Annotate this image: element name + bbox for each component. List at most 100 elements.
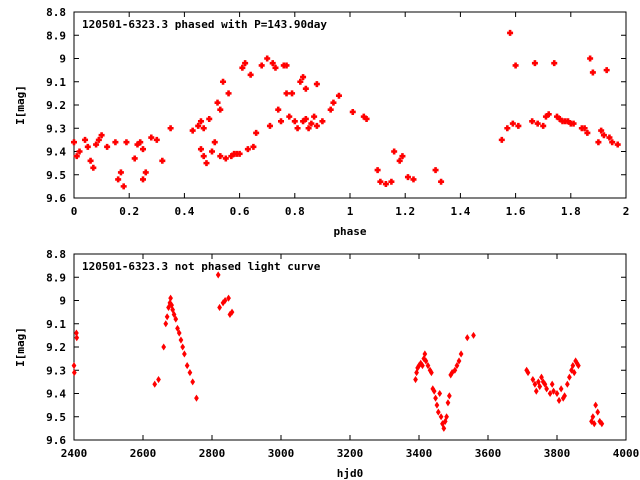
phased-data-point (297, 78, 304, 85)
phased-data-point (211, 139, 218, 146)
phased-data-point (203, 160, 210, 167)
phased-x-tick-label: 1 (347, 205, 354, 218)
phased-data-point (217, 106, 224, 113)
phased-x-tick-label: 0 (71, 205, 78, 218)
unphased-chart-title: 120501-6323.3 not phased light curve (82, 260, 321, 273)
unphased-data-point (164, 313, 170, 321)
phased-data-point (93, 141, 100, 148)
unphased-data-point (564, 380, 570, 388)
unphased-data-point (422, 350, 428, 358)
unphased-data-point (435, 408, 441, 416)
phased-data-point (239, 64, 246, 71)
phased-data-point (438, 178, 445, 185)
unphased-data-point (464, 334, 470, 342)
phased-data-point (209, 148, 215, 155)
phased-data-point (104, 143, 111, 150)
unphased-data-point (423, 357, 429, 365)
phased-data-point (98, 132, 105, 139)
phased-data-point (432, 167, 439, 174)
unphased-y-tick-label: 9.5 (46, 411, 66, 424)
unphased-data-point (156, 376, 161, 384)
phased-data-point (382, 181, 389, 188)
phased-data-point (269, 60, 276, 67)
phased-data-point (515, 122, 522, 129)
unphased-data-point (454, 362, 460, 370)
phased-data-points (71, 29, 621, 190)
phased-data-point (283, 62, 290, 69)
unphased-data-point (168, 294, 173, 302)
phased-data-point (140, 176, 146, 183)
phased-data-point (399, 153, 406, 160)
unphased-data-point (456, 357, 462, 365)
unphased-data-point (544, 385, 550, 393)
phased-data-point (363, 115, 370, 122)
phased-data-point (123, 139, 130, 146)
unphased-x-tick-label: 2400 (61, 447, 88, 460)
unphased-data-point (549, 380, 555, 388)
unphased-data-point (187, 369, 193, 377)
phased-data-point (159, 157, 166, 164)
phased-data-point (327, 106, 334, 113)
phased-y-tick-label: 9.6 (46, 192, 66, 205)
unphased-data-point (170, 306, 176, 314)
phased-data-point (302, 85, 309, 92)
phased-data-point (283, 90, 290, 97)
phased-data-point (275, 106, 282, 113)
phased-data-point (330, 99, 337, 106)
phased-data-point (300, 74, 307, 81)
phased-data-point (581, 125, 588, 132)
phased-data-point (606, 134, 613, 141)
unphased-data-point (567, 373, 572, 381)
phased-data-point (73, 153, 80, 160)
phased-data-point (200, 125, 207, 132)
unphased-x-tick-label: 3400 (406, 447, 433, 460)
phased-y-tick-label: 9.1 (46, 76, 66, 89)
phased-data-point (214, 99, 221, 106)
phased-data-point (189, 127, 196, 134)
unphased-y-tick-label: 9.3 (46, 364, 66, 377)
phased-data-point (308, 120, 315, 127)
phased-data-point (148, 134, 155, 141)
unphased-data-point (444, 413, 449, 421)
unphased-data-point (595, 408, 601, 416)
unphased-y-tick-label: 8.8 (46, 248, 66, 261)
unphased-x-tick-label: 3200 (337, 447, 364, 460)
unphased-y-tick-label: 8.9 (46, 271, 66, 284)
phased-data-point (197, 118, 204, 125)
unphased-x-tick-label: 2600 (130, 447, 157, 460)
phased-data-point (76, 148, 83, 155)
phased-data-point (264, 55, 271, 62)
phased-data-point (305, 125, 312, 132)
unphased-data-point (533, 387, 539, 395)
phased-data-point (609, 139, 616, 146)
phased-data-point (545, 111, 552, 118)
phased-data-point (531, 60, 538, 67)
unphased-data-point (438, 413, 444, 421)
unphased-data-point (576, 362, 581, 370)
phased-x-tick-label: 0.4 (174, 205, 194, 218)
phased-x-tick-label: 0.6 (230, 205, 250, 218)
unphased-x-tick-label: 3600 (475, 447, 502, 460)
unphased-data-point (537, 382, 543, 391)
phased-x-tick-label: 0.2 (119, 205, 139, 218)
phased-data-point (286, 113, 293, 120)
unphased-y-axis-label: I[mag] (14, 327, 27, 367)
unphased-data-point (176, 329, 182, 337)
phased-data-point (195, 122, 202, 129)
phased-data-point (504, 125, 511, 132)
unphased-data-point (532, 380, 538, 388)
phased-data-point (289, 90, 296, 97)
unphased-data-point (445, 399, 451, 407)
phased-y-tick-label: 9.3 (46, 122, 66, 135)
unphased-y-tick-label: 9.4 (46, 388, 66, 401)
phased-data-point (242, 60, 249, 67)
unphased-data-point (425, 362, 431, 370)
unphased-data-point (590, 413, 596, 421)
phased-data-point (388, 178, 395, 185)
phased-data-point (311, 113, 318, 120)
phased-data-point (140, 146, 146, 153)
unphased-data-point (226, 294, 231, 302)
unphased-y-tick-label: 9.1 (46, 318, 66, 331)
unphased-data-point (441, 424, 447, 432)
unphased-data-point (71, 362, 77, 370)
